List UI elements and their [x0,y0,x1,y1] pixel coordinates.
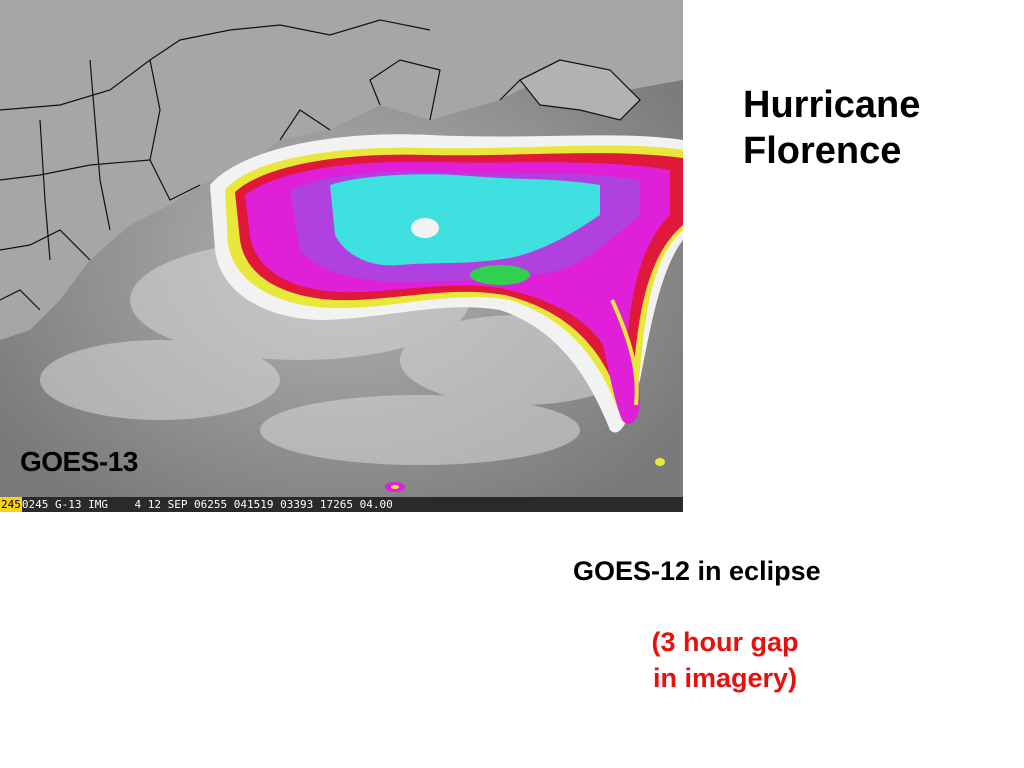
title-line-1: Hurricane [743,84,921,126]
eclipse-note: GOES-12 in eclipse [573,556,821,586]
borders [0,19,641,311]
storm-eye [411,218,439,238]
slide-title: Hurricane Florence [743,82,1003,174]
info-bar-prefix: 245 [0,497,22,512]
info-bar-text: 0245 G-13 IMG 4 12 SEP 06255 041519 0339… [21,498,393,511]
gap-note-line-2: in imagery) [652,663,798,693]
storm-tail [590,280,640,424]
satellite-image: GOES-13 2450245 G-13 IMG 4 12 SEP 06255 … [0,0,683,512]
satellite-label: GOES-13 [20,446,138,477]
gap-note: (3 hour gap in imagery) [600,624,850,696]
image-info-bar: 2450245 G-13 IMG 4 12 SEP 06255 041519 0… [0,497,683,512]
gap-note-line-1: (3 hour gap [651,627,799,657]
land-newfoundland [520,60,640,120]
satellite-scene [0,0,683,512]
storm-tail-edge [610,299,639,406]
title-line-2: Florence [743,130,902,172]
land-northeast [0,0,683,340]
storm-core-cyan [330,174,600,266]
storm-green-core [470,265,530,285]
